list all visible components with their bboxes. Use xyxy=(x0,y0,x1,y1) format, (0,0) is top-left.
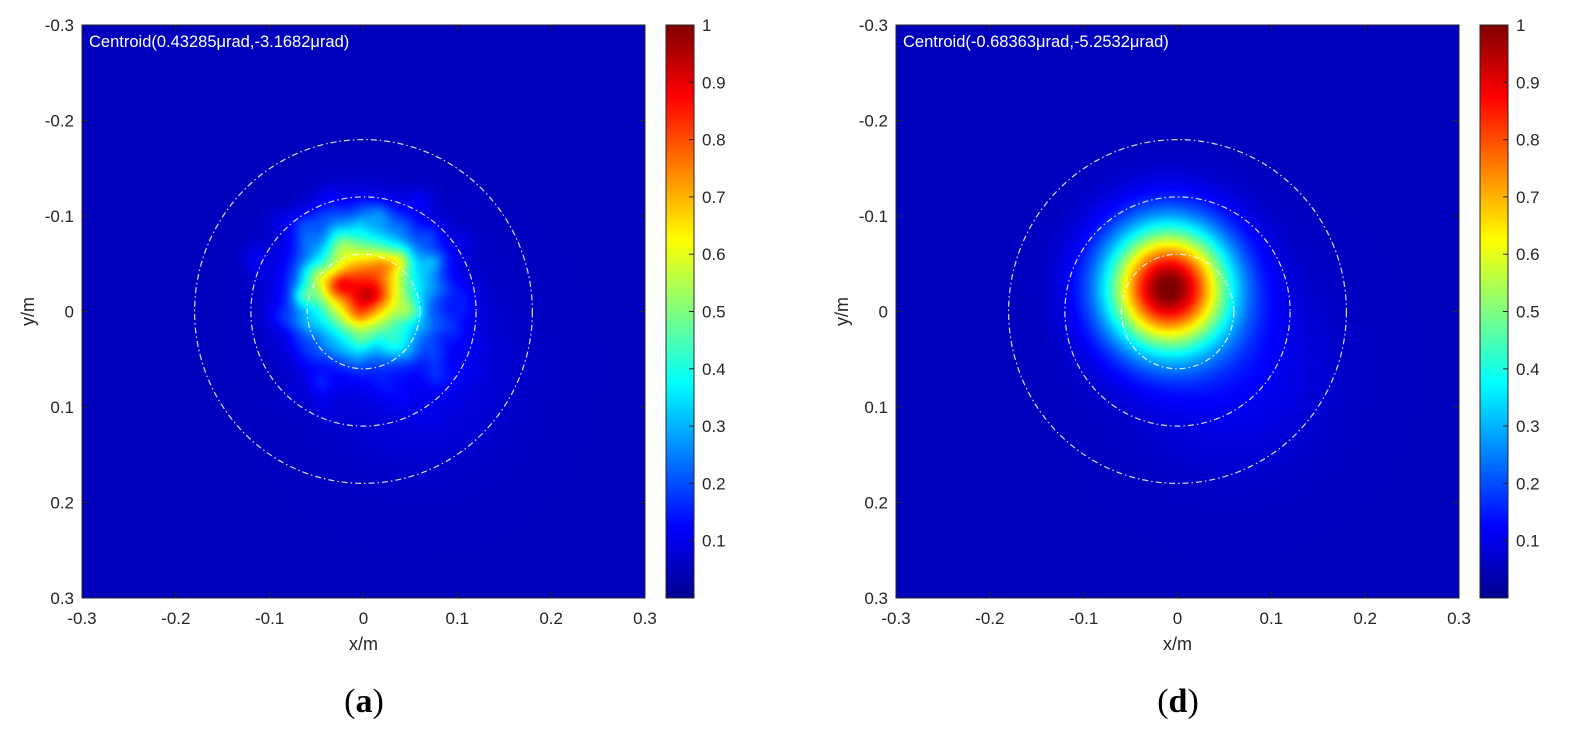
x-axis-label: x/m xyxy=(1163,634,1192,654)
colorbar-tick-label: 0.4 xyxy=(702,360,726,379)
dashed-circle-3 xyxy=(194,139,533,484)
colorbar-tick-label: 0.1 xyxy=(702,532,726,551)
colorbar-tick-label: 0.5 xyxy=(1516,303,1540,322)
colorbar-tick-label: 0.3 xyxy=(1516,417,1540,436)
colorbar-tick-label: 0.2 xyxy=(1516,474,1540,493)
y-tick-label: -0.2 xyxy=(45,112,74,131)
y-tick-label: 0.2 xyxy=(864,494,888,513)
colorbar-tick-label: 0.3 xyxy=(702,417,726,436)
x-tick-label: -0.2 xyxy=(161,609,190,628)
x-tick-label: 0.2 xyxy=(539,609,563,628)
y-tick-label: 0.2 xyxy=(50,494,74,513)
y-tick-label: 0.1 xyxy=(50,398,74,417)
colorbar-tick-label: 0.5 xyxy=(702,303,726,322)
colorbar-tick-label: 0.9 xyxy=(1516,73,1540,92)
x-tick-label: 0.3 xyxy=(633,609,657,628)
chart-panel-a: Centroid(0.43285μrad,-3.1682μrad) -0.3 -0.… xyxy=(18,16,726,720)
y-tick-label: -0.2 xyxy=(859,112,888,131)
dashed-circle-3 xyxy=(1007,139,1347,484)
y-axis-label: y/m xyxy=(18,297,38,326)
dashed-circle-1 xyxy=(306,253,421,370)
dashed-circle-2 xyxy=(250,196,477,427)
x-tick-label: -0.3 xyxy=(881,609,910,628)
x-tick-label: 0 xyxy=(1173,609,1182,628)
colorbar-tick-label: 0.7 xyxy=(702,188,726,207)
colorbar-tick-label: 0.2 xyxy=(702,474,726,493)
panel-label: (a) xyxy=(344,683,384,720)
y-tick-label: 0.3 xyxy=(50,589,74,608)
colorbar-tick-label: 0.4 xyxy=(1516,360,1540,379)
colorbar-tick-label: 0.6 xyxy=(702,245,726,264)
x-tick-label: -0.1 xyxy=(1069,609,1098,628)
colorbar-tick-label: 1 xyxy=(1516,16,1525,35)
x-tick-label: -0.2 xyxy=(975,609,1004,628)
colorbar-tick-label: 0.7 xyxy=(1516,188,1540,207)
x-tick-label: 0.1 xyxy=(446,609,470,628)
y-axis-label: y/m xyxy=(832,297,852,326)
dashed-circle-1 xyxy=(1120,253,1235,370)
panel-label: (d) xyxy=(1157,683,1199,720)
y-tick-label: -0.3 xyxy=(859,16,888,35)
y-tick-label: 0.3 xyxy=(864,589,888,608)
centroid-annotation: Centroid(0.43285μrad,-3.1682μrad) xyxy=(89,33,349,51)
colorbar-tick-label: 0.6 xyxy=(1516,245,1540,264)
chart-panel-d: Centroid(-0.68363μrad,-5.2532μrad) -0.3 -0… xyxy=(832,16,1540,720)
x-tick-label: -0.3 xyxy=(67,609,96,628)
dashed-circle-2 xyxy=(1064,196,1291,427)
y-tick-label: 0 xyxy=(879,303,888,322)
colorbar-tick-label: 0.1 xyxy=(1516,532,1540,551)
colorbar-tick-label: 1 xyxy=(702,16,711,35)
y-tick-label: -0.3 xyxy=(45,16,74,35)
x-tick-label: -0.1 xyxy=(255,609,284,628)
colorbar-tick-label: 0.9 xyxy=(702,73,726,92)
x-axis-label: x/m xyxy=(349,634,378,654)
y-tick-label: 0.1 xyxy=(864,398,888,417)
centroid-annotation: Centroid(-0.68363μrad,-5.2532μrad) xyxy=(903,33,1169,51)
y-tick-label: -0.1 xyxy=(859,207,888,226)
heatmap-image xyxy=(896,25,1459,598)
heatmap-image xyxy=(82,25,645,598)
x-tick-label: 0.1 xyxy=(1260,609,1284,628)
y-tick-label: 0 xyxy=(65,303,74,322)
colorbar-tick-label: 0.8 xyxy=(1516,131,1540,150)
colorbar-tick-label: 0.8 xyxy=(702,131,726,150)
x-tick-label: 0.2 xyxy=(1353,609,1377,628)
x-tick-label: 0.3 xyxy=(1447,609,1471,628)
x-tick-label: 0 xyxy=(359,609,368,628)
y-tick-label: -0.1 xyxy=(45,207,74,226)
